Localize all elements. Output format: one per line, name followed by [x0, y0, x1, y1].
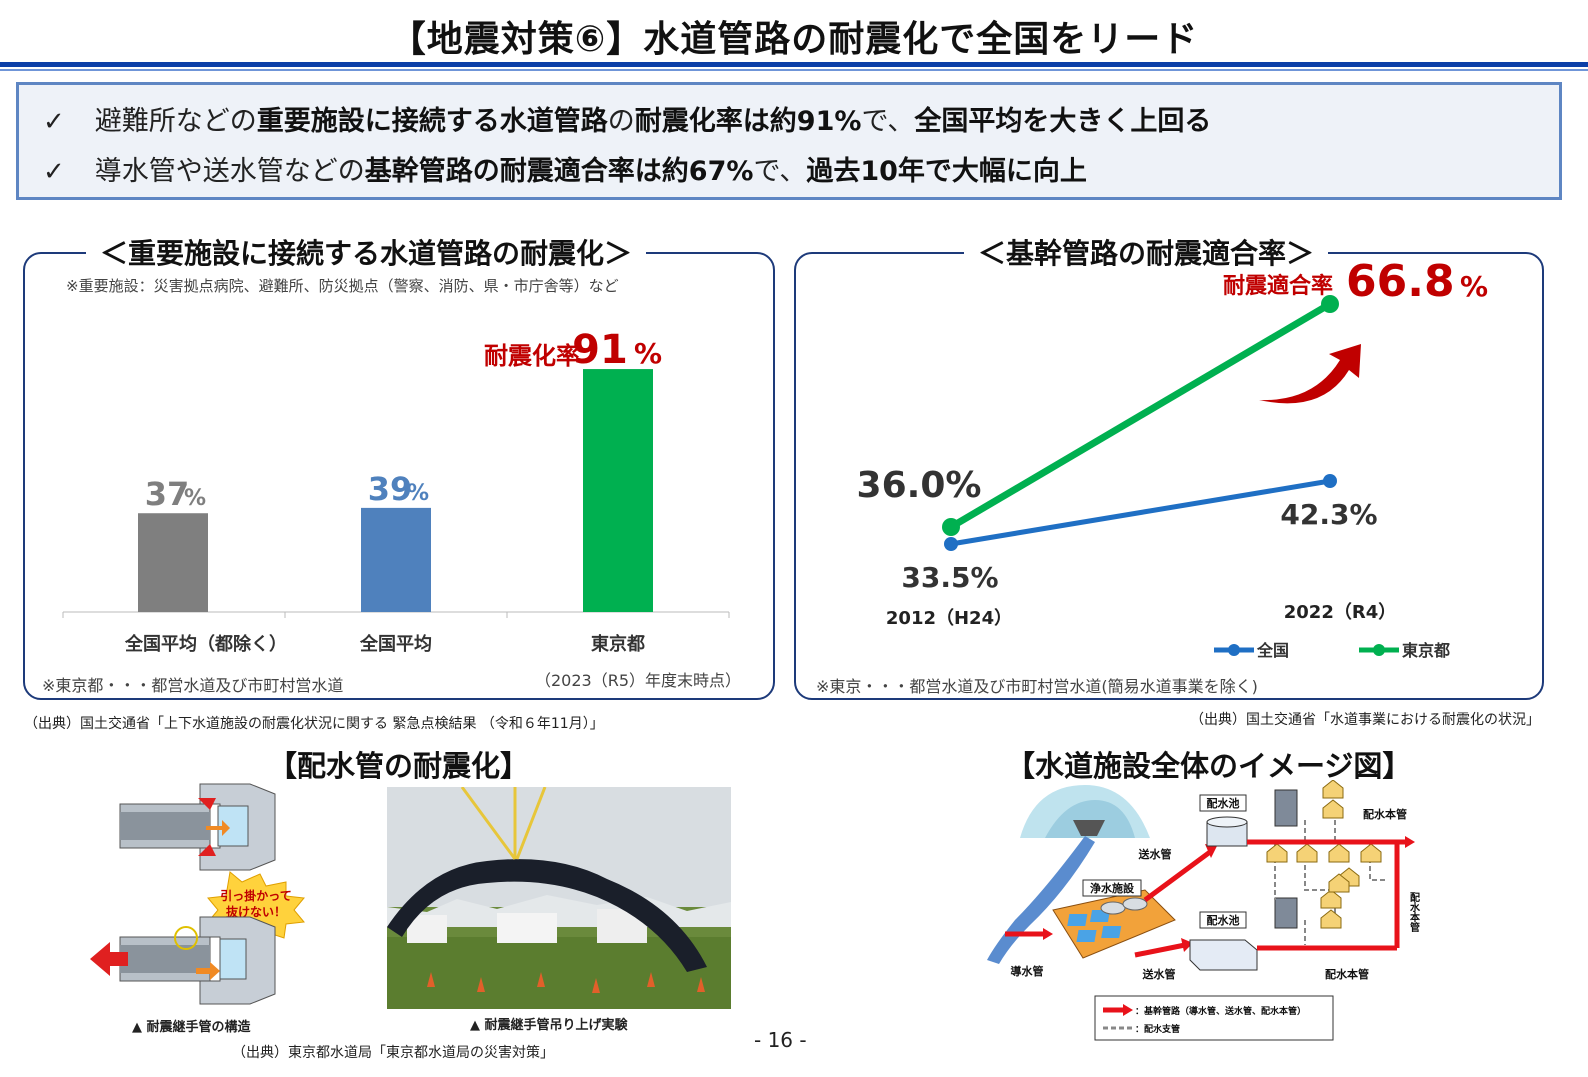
bar-category-label-1: 全国平均	[359, 633, 432, 655]
summary-line-1: ✓ 避難所などの重要施設に接続する水道管路の耐震化率は約91%で、全国平均を大きく…	[43, 99, 1211, 138]
label-main-bottom: 配水本管	[1325, 967, 1369, 981]
series-point-1-1	[1321, 295, 1339, 313]
line-legend: 全国 東京都	[1214, 641, 1450, 660]
line-label-national-2022: 42.3%	[1280, 498, 1377, 531]
series-point-1-0	[942, 518, 960, 536]
left-panel-footnote: ※東京都・・・都営水道及び市町村営水道	[42, 676, 344, 695]
title-underline-thin	[0, 69, 1588, 71]
water-facility-diagram: 導水管 浄水施設 送水管 送水管 配水池 配水池 配水本管 配水本管 配水本管 …	[987, 780, 1421, 1041]
summary-line-1-bold3: 全国平均を大きく上回る	[914, 106, 1212, 137]
bar-2	[583, 369, 653, 612]
page-number: - 16 -	[754, 1028, 807, 1052]
series-line-1	[949, 300, 1332, 531]
caption-joint-structure: ▲ 耐震継手管の構造	[132, 1020, 251, 1035]
burst-text-1: 引っ掛かって	[220, 888, 291, 903]
line-label-tokyo-2012: 36.0%	[857, 465, 982, 506]
line-callout-label: 耐震適合率	[1223, 273, 1333, 299]
bar-category-label-0: 全国平均（都除く）	[124, 633, 287, 655]
summary-line-2-bold1: 基幹管路の耐震適合率は約67%	[364, 156, 754, 187]
caption-lifting-test: ▲ 耐震継手管吊り上げ実験	[470, 1018, 628, 1033]
right-panel-footnote: ※東京・・・都営水道及び市町村営水道(簡易水道事業を除く)	[816, 677, 1258, 696]
summary-line-1-post: で、	[861, 106, 915, 137]
bar-1	[361, 507, 431, 612]
pull-arrow-icon	[90, 942, 128, 976]
joint-structure-diagram: 引っ掛かって 抜けない！	[90, 783, 305, 1005]
series-point-0-0	[944, 537, 958, 551]
line-chart: 36.0% 33.5% 42.3% 66.8 % 2012（H24） 2022（R4） 耐震…	[857, 256, 1489, 660]
lifting-test-photo	[387, 787, 731, 1009]
check-icon: ✓	[43, 107, 65, 137]
summary-line-2-post: で、	[753, 156, 807, 187]
bar-callout-label: 耐震化率	[484, 342, 580, 370]
bar-0	[138, 513, 208, 612]
pipes-section-title: 【配水管の耐震化】	[268, 749, 530, 783]
x-label-2012: 2012（H24）	[886, 608, 1012, 629]
bar-chart: 37% 全国平均（都除く） 39% 全国平均 91 % 東京都 耐震化率	[62, 327, 730, 655]
series-point-0-1	[1323, 474, 1337, 488]
title-underline	[0, 62, 1588, 67]
line-label-national-2012: 33.5%	[901, 561, 998, 594]
bar-unit-label-0: %	[184, 486, 206, 511]
legend-red-pipe: ：基幹管路（導水管、送水管、配水本管）	[1135, 1005, 1306, 1017]
left-panel-title: ＜重要施設に接続する水道管路の耐震化＞	[86, 232, 647, 272]
increase-arrow-icon	[1259, 344, 1361, 404]
legend-label-national: 全国	[1256, 641, 1289, 660]
facility-section-title: 【水道施設全体のイメージ図】	[1006, 749, 1412, 783]
summary-line-2-bold3: 過去10年で大幅に向上	[806, 156, 1087, 187]
right-panel-title: ＜基幹管路の耐震適合率＞	[964, 232, 1329, 272]
bar-group: 37% 全国平均（都除く） 39% 全国平均 91 % 東京都	[62, 327, 730, 655]
source-left: （出典）国土交通省「上下水道施設の耐震化状況に関する 緊急点検結果 （令和６年1…	[24, 716, 604, 732]
burst-text-2: 抜けない！	[226, 904, 286, 919]
summary-line-1-mid: の	[607, 106, 635, 137]
summary-box: ✓ 避難所などの重要施設に接続する水道管路の耐震化率は約91%で、全国平均を大きく…	[16, 82, 1562, 200]
bar-value-label-0: 37	[145, 475, 190, 513]
label-reservoir-top: 配水池	[1207, 796, 1240, 810]
legend-gray-pipe: ：配水支管	[1135, 1023, 1180, 1035]
bar-value-label-2: 91	[572, 327, 628, 373]
bar-category-label-2: 東京都	[591, 633, 645, 655]
legend-label-tokyo: 東京都	[1402, 641, 1450, 660]
source-bottom: （出典）東京都水道局「東京都水道局の災害対策」	[232, 1045, 554, 1061]
label-intake: 導水管	[1011, 964, 1044, 978]
label-treatment: 浄水施設	[1090, 881, 1135, 895]
check-icon: ✓	[43, 157, 65, 187]
summary-line-1-bold2: 耐震化率は約91%	[634, 106, 862, 137]
line-label-tokyo-2022: 66.8	[1346, 256, 1455, 307]
line-group: 36.0% 33.5% 42.3% 66.8 % 2012（H24） 2022（R4）	[857, 256, 1489, 629]
bar-value-label-1: 39	[368, 470, 413, 508]
bar-unit-label-2: %	[634, 337, 662, 370]
bar-unit-label-1: %	[407, 481, 429, 506]
label-main-top: 配水本管	[1363, 807, 1407, 821]
summary-line-1-pre: 避難所などの	[94, 106, 257, 137]
label-transmission-bottom: 送水管	[1142, 967, 1176, 981]
summary-line-2: ✓ 導水管や送水管などの基幹管路の耐震適合率は約67%で、過去10年で大幅に向上	[43, 149, 1087, 188]
summary-line-1-bold1: 重要施設に接続する水道管路	[256, 106, 608, 137]
left-panel-note: ※重要施設：災害拠点病院、避難所、防災拠点（警察、消防、県・市庁舎等）など	[66, 277, 619, 295]
line-label-tokyo-unit: %	[1460, 270, 1488, 303]
label-main-side: 配水本管	[1408, 892, 1421, 933]
left-panel-as-of: （2023（R5）年度末時点）	[535, 671, 742, 690]
series-line-0	[950, 478, 1331, 547]
label-reservoir-bottom: 配水池	[1207, 913, 1240, 927]
source-right: （出典）国土交通省「水道事業における耐震化の状況」	[1190, 712, 1540, 728]
label-transmission-top: 送水管	[1138, 847, 1172, 861]
x-label-2022: 2022（R4）	[1284, 602, 1396, 623]
summary-line-2-pre: 導水管や送水管などの	[94, 156, 365, 187]
page-title: 【地震対策⑥】水道管路の耐震化で全国をリード	[389, 19, 1199, 60]
